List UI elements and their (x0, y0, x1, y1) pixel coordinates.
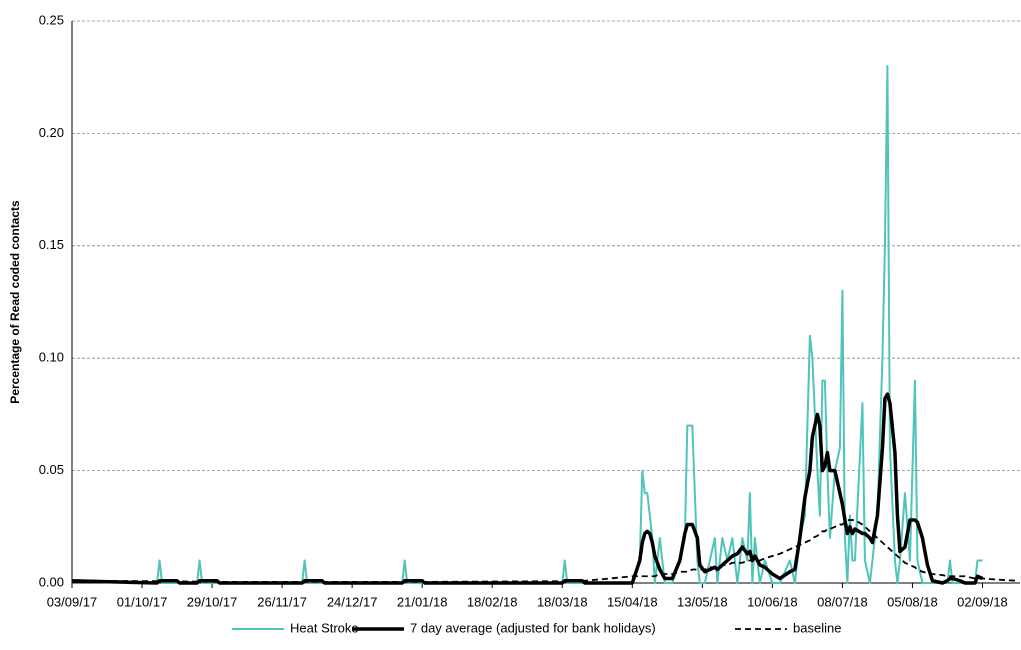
line (71, 519, 1018, 583)
x-tick-label: 26/11/17 (257, 594, 307, 609)
x-tick-label: 13/05/18 (677, 594, 728, 609)
legend-label: 7 day average (adjusted for bank holiday… (410, 620, 656, 635)
x-tick-label: 10/06/18 (747, 594, 798, 609)
x-tick-label: 15/04/18 (607, 594, 658, 609)
x-tick-label: 01/10/17 (117, 594, 168, 609)
x-tick-label: 18/03/18 (537, 594, 588, 609)
y-tick-label: 0.25 (39, 12, 64, 27)
y-tick-label: 0.05 (39, 462, 64, 477)
line (71, 64, 983, 584)
legend-label: Heat Stroke (290, 620, 359, 635)
x-tick-label: 02/09/18 (957, 594, 1008, 609)
x-tick-label: 05/08/18 (887, 594, 938, 609)
y-tick-label: 0.20 (39, 125, 64, 140)
x-tick-label: 24/12/17 (327, 594, 378, 609)
x-tick-label: 18/02/18 (467, 594, 518, 609)
y-tick-label: 0.10 (39, 350, 64, 365)
y-axis-label: Percentage of Read coded contacts (8, 200, 22, 404)
x-tick-label: 08/07/18 (817, 594, 868, 609)
y-tick-label: 0.00 (39, 574, 64, 589)
x-tick-label: 21/01/18 (397, 594, 448, 609)
x-tick-label: 03/09/17 (47, 594, 98, 609)
legend-label: baseline (793, 620, 841, 635)
line (71, 392, 984, 585)
y-tick-label: 0.15 (39, 237, 64, 252)
x-tick-label: 29/10/17 (187, 594, 238, 609)
